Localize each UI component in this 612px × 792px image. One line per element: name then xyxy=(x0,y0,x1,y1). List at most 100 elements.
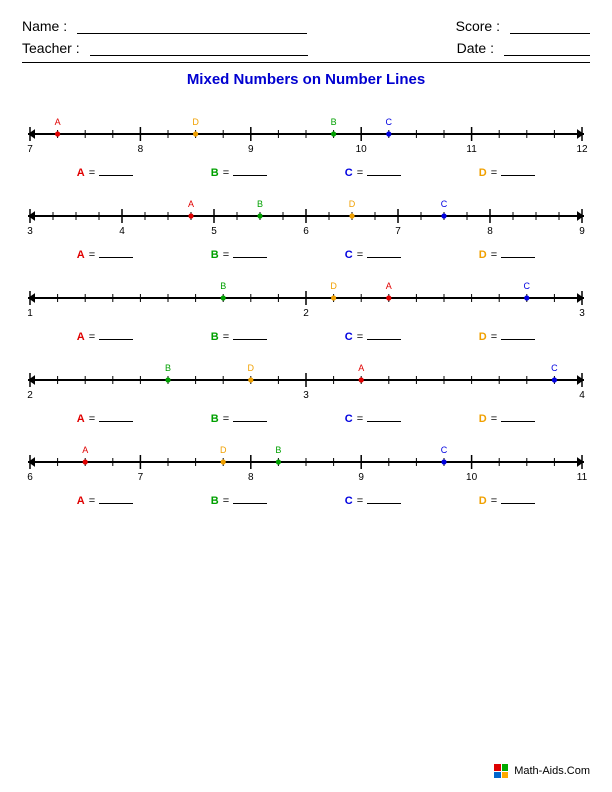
number-line-point xyxy=(221,295,226,300)
number-line-point xyxy=(386,131,391,136)
number-line: 67891011ADBC xyxy=(18,440,594,488)
svg-text:B: B xyxy=(331,117,337,127)
answer-blank[interactable] xyxy=(99,412,133,422)
svg-text:C: C xyxy=(441,445,448,455)
equals-sign: = xyxy=(89,413,95,425)
number-line-point xyxy=(276,459,281,464)
answer-blank[interactable] xyxy=(501,248,535,258)
svg-text:A: A xyxy=(358,363,364,373)
answer-field: C = xyxy=(345,330,401,343)
answer-blank[interactable] xyxy=(501,412,535,422)
svg-text:7: 7 xyxy=(395,226,401,237)
answer-letter: C xyxy=(345,413,353,425)
equals-sign: = xyxy=(223,413,229,425)
number-line-point xyxy=(248,377,253,382)
answer-field: B = xyxy=(211,248,267,261)
answer-row: A = B = C = D = xyxy=(18,160,594,179)
answer-row: A = B = C = D = xyxy=(18,488,594,507)
answer-letter: B xyxy=(211,167,219,179)
answer-blank[interactable] xyxy=(233,412,267,422)
number-line-point xyxy=(331,295,336,300)
name-label: Name : xyxy=(22,18,67,34)
answer-letter: C xyxy=(345,167,353,179)
svg-text:3: 3 xyxy=(303,390,309,401)
svg-text:10: 10 xyxy=(466,472,478,483)
svg-text:8: 8 xyxy=(487,226,493,237)
answer-letter: D xyxy=(479,249,487,261)
answer-letter: D xyxy=(479,331,487,343)
teacher-blank[interactable] xyxy=(90,42,308,56)
answer-letter: C xyxy=(345,495,353,507)
score-blank[interactable] xyxy=(510,20,590,34)
footer: Math-Aids.Com xyxy=(494,764,590,778)
number-line-point xyxy=(165,377,170,382)
logo-icon xyxy=(494,764,508,778)
svg-text:12: 12 xyxy=(576,144,588,155)
number-line-point xyxy=(55,131,60,136)
answer-field: A = xyxy=(77,330,133,343)
svg-text:A: A xyxy=(55,117,61,127)
equals-sign: = xyxy=(89,249,95,261)
svg-text:11: 11 xyxy=(577,472,588,483)
equals-sign: = xyxy=(357,413,363,425)
answer-blank[interactable] xyxy=(233,494,267,504)
svg-text:9: 9 xyxy=(579,226,585,237)
problem: 123BDACA = B = C = D = xyxy=(18,276,594,343)
equals-sign: = xyxy=(357,249,363,261)
problems-container: 789101112ADBCA = B = C = D = 3456789ABDC… xyxy=(0,88,612,507)
answer-field: C = xyxy=(345,166,401,179)
number-line-point xyxy=(331,131,336,136)
score-field: Score : xyxy=(456,18,590,34)
number-line: 123BDAC xyxy=(18,276,594,324)
answer-field: D = xyxy=(479,330,535,343)
name-blank[interactable] xyxy=(77,20,307,34)
answer-blank[interactable] xyxy=(233,330,267,340)
equals-sign: = xyxy=(491,413,497,425)
number-line: 789101112ADBC xyxy=(18,112,594,160)
answer-blank[interactable] xyxy=(233,166,267,176)
answer-blank[interactable] xyxy=(233,248,267,258)
answer-blank[interactable] xyxy=(367,166,401,176)
svg-text:B: B xyxy=(165,363,171,373)
teacher-field: Teacher : xyxy=(22,40,308,56)
svg-text:D: D xyxy=(248,363,255,373)
answer-blank[interactable] xyxy=(99,166,133,176)
answer-blank[interactable] xyxy=(367,330,401,340)
header-divider xyxy=(22,62,590,63)
answer-blank[interactable] xyxy=(99,248,133,258)
answer-field: B = xyxy=(211,330,267,343)
answer-blank[interactable] xyxy=(501,330,535,340)
svg-text:C: C xyxy=(386,117,393,127)
date-blank[interactable] xyxy=(504,42,590,56)
answer-blank[interactable] xyxy=(99,494,133,504)
answer-field: A = xyxy=(77,166,133,179)
answer-blank[interactable] xyxy=(367,494,401,504)
svg-text:4: 4 xyxy=(119,226,125,237)
answer-field: A = xyxy=(77,412,133,425)
svg-text:C: C xyxy=(441,199,448,209)
footer-text: Math-Aids.Com xyxy=(514,765,590,777)
svg-text:10: 10 xyxy=(356,144,368,155)
number-line: 234BDAC xyxy=(18,358,594,406)
answer-blank[interactable] xyxy=(367,412,401,422)
answer-letter: B xyxy=(211,495,219,507)
answer-row: A = B = C = D = xyxy=(18,324,594,343)
answer-field: A = xyxy=(77,248,133,261)
equals-sign: = xyxy=(223,331,229,343)
date-field: Date : xyxy=(457,40,590,56)
answer-field: D = xyxy=(479,412,535,425)
answer-field: C = xyxy=(345,494,401,507)
answer-blank[interactable] xyxy=(501,494,535,504)
answer-blank[interactable] xyxy=(99,330,133,340)
number-line-point xyxy=(188,213,193,218)
svg-text:A: A xyxy=(188,199,194,209)
answer-field: C = xyxy=(345,412,401,425)
svg-text:9: 9 xyxy=(248,144,254,155)
score-label: Score : xyxy=(456,18,500,34)
number-line-point xyxy=(552,377,557,382)
answer-letter: B xyxy=(211,331,219,343)
answer-blank[interactable] xyxy=(501,166,535,176)
svg-text:7: 7 xyxy=(27,144,33,155)
svg-text:3: 3 xyxy=(27,226,33,237)
answer-blank[interactable] xyxy=(367,248,401,258)
